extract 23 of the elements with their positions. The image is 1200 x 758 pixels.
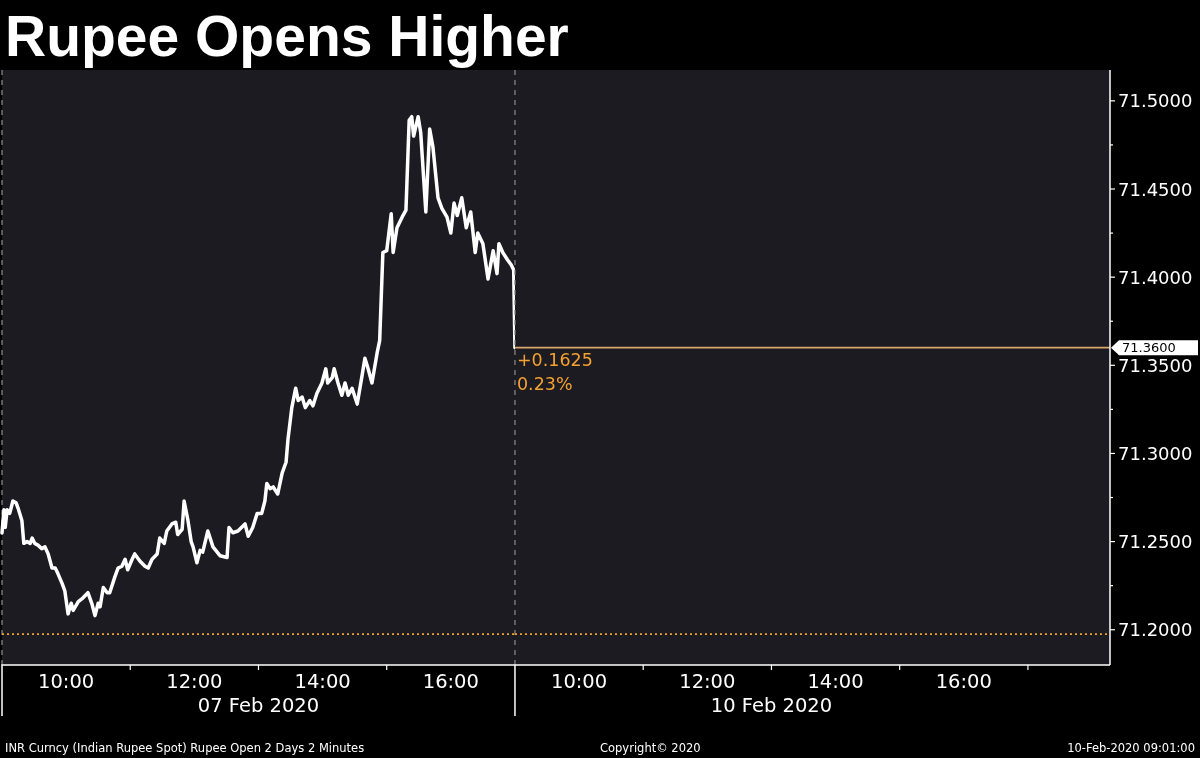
x-tick-label: 14:00 [807, 669, 864, 693]
chart-title: Rupee Opens Higher [5, 4, 569, 68]
x-tick-label: 12:00 [679, 669, 736, 693]
y-tick-label: 71.2500 [1118, 531, 1193, 553]
x-tick-label: 16:00 [935, 669, 992, 693]
text: Copyright© 2020 [600, 741, 701, 755]
y-tick-label: 71.3500 [1118, 354, 1193, 376]
x-tick-label: 16:00 [422, 669, 479, 693]
x-axis-title: 10 Feb 2020 [710, 693, 833, 717]
y-tick-label: 71.4500 [1118, 178, 1193, 200]
y-tick-label: 71.2000 [1118, 619, 1193, 641]
annotation: +0.1625 0.23% [516, 349, 593, 394]
y-tick-label: 71.4000 [1118, 266, 1193, 288]
x-tick-label: 10:00 [550, 669, 608, 693]
x-tick-label: 12:00 [166, 669, 223, 693]
x-tick-label: 10:00 [38, 669, 95, 693]
ref-line-label: 71.3600 [1122, 340, 1176, 356]
y-tick-label: 71.5000 [1118, 90, 1193, 112]
text: 10-Feb-2020 09:01:00 [1067, 741, 1195, 755]
text: INR Curncy (Indian Rupee Spot) Rupee Open 2 Days 2 Minutes [5, 741, 365, 755]
y-tick-label: 71.3000 [1118, 442, 1193, 464]
x-axis-title: 07 Feb 2020 [197, 693, 320, 717]
x-tick-label: 14:00 [294, 669, 351, 693]
